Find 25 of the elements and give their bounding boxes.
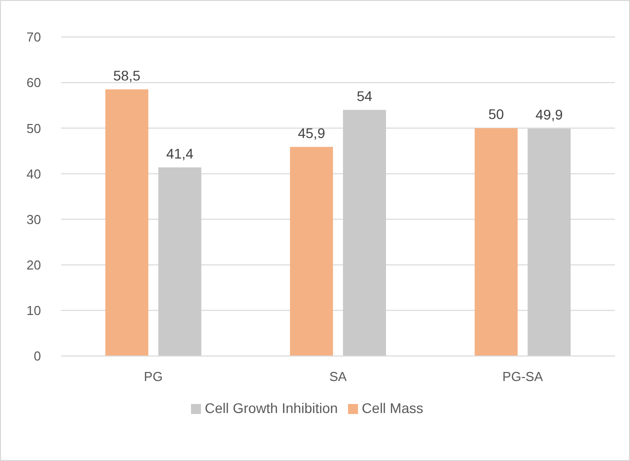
bar (342, 110, 386, 356)
bar (474, 128, 518, 356)
y-tick-label: 30 (26, 212, 41, 227)
x-tick-label: PG-SA (502, 369, 544, 384)
data-label: 50 (488, 106, 504, 122)
bar (290, 146, 333, 356)
x-tick-label: SA (329, 369, 347, 384)
y-tick-label: 20 (26, 257, 41, 272)
legend-label: Cell Growth Inhibition (204, 400, 338, 416)
y-tick-label: 10 (26, 303, 41, 318)
bar (105, 89, 148, 356)
data-label: 49,9 (536, 106, 563, 123)
bar (528, 128, 571, 356)
y-tick-label: 0 (34, 348, 41, 364)
data-label: 54 (356, 88, 372, 104)
legend-label: Cell Mass (362, 400, 424, 416)
y-tick-label: 70 (26, 30, 41, 45)
data-label: 41,4 (166, 145, 194, 162)
data-label: 45,9 (298, 124, 326, 141)
y-tick-label: 60 (26, 75, 41, 90)
x-tick-label: PG (144, 369, 163, 384)
y-tick-label: 50 (26, 120, 41, 136)
data-label: 58,5 (113, 67, 141, 84)
y-tick-label: 40 (26, 166, 41, 182)
bar (158, 167, 202, 356)
